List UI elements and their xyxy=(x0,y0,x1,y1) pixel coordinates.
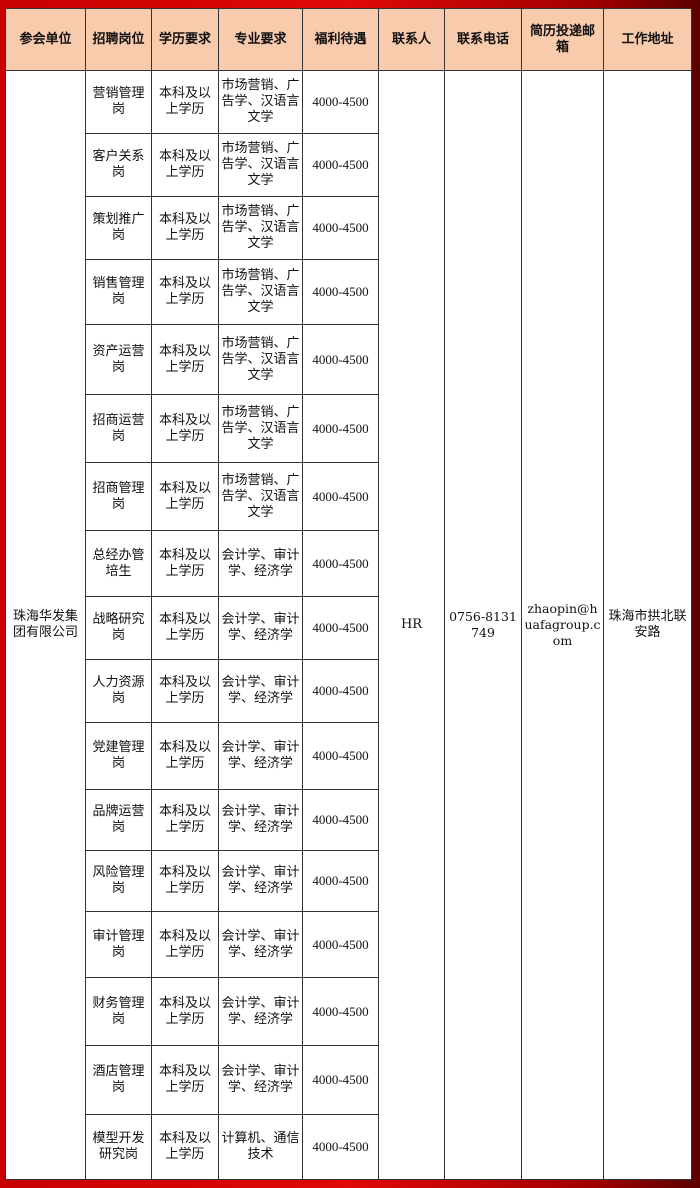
position-cell: 酒店管理岗 xyxy=(85,1045,152,1115)
major-cell: 会计学、审计学、经济学 xyxy=(218,596,303,660)
salary-cell: 4000-4500 xyxy=(302,1114,379,1180)
table-row: 招商运营岗 本科及以上学历 市场营销、广告学、汉语言文学 4000-4500 xyxy=(6,394,692,463)
salary-cell: 4000-4500 xyxy=(302,596,379,660)
table-row: 模型开发研究岗 本科及以上学历 计算机、通信技术 4000-4500 xyxy=(6,1114,692,1180)
position-cell: 模型开发研究岗 xyxy=(85,1114,152,1180)
major-cell: 会计学、审计学、经济学 xyxy=(218,1045,303,1115)
table-row: 党建管理岗 本科及以上学历 会计学、审计学、经济学 4000-4500 xyxy=(6,722,692,790)
table-row: 总经办管培生 本科及以上学历 会计学、审计学、经济学 4000-4500 xyxy=(6,530,692,597)
table-row: 资产运营岗 本科及以上学历 市场营销、广告学、汉语言文学 4000-4500 xyxy=(6,324,692,395)
education-cell: 本科及以上学历 xyxy=(151,324,219,395)
recruitment-table-container: 参会单位 招聘岗位 学历要求 专业要求 福利待遇 联系人 联系电话 简历投递邮箱… xyxy=(5,8,692,1180)
education-cell: 本科及以上学历 xyxy=(151,977,219,1046)
header-position: 招聘岗位 xyxy=(85,8,152,71)
education-cell: 本科及以上学历 xyxy=(151,1045,219,1115)
table-row: 销售管理岗 本科及以上学历 市场营销、广告学、汉语言文学 4000-4500 xyxy=(6,259,692,325)
header-address: 工作地址 xyxy=(603,8,692,71)
recruitment-table: 参会单位 招聘岗位 学历要求 专业要求 福利待遇 联系人 联系电话 简历投递邮箱… xyxy=(5,8,692,1180)
contact-cell: HR xyxy=(378,70,445,1180)
position-cell: 资产运营岗 xyxy=(85,324,152,395)
table-row: 招商管理岗 本科及以上学历 市场营销、广告学、汉语言文学 4000-4500 xyxy=(6,462,692,531)
major-cell: 市场营销、广告学、汉语言文学 xyxy=(218,133,303,197)
position-cell: 销售管理岗 xyxy=(85,259,152,325)
major-cell: 市场营销、广告学、汉语言文学 xyxy=(218,259,303,325)
header-contact: 联系人 xyxy=(378,8,445,71)
position-cell: 财务管理岗 xyxy=(85,977,152,1046)
salary-cell: 4000-4500 xyxy=(302,659,379,723)
salary-cell: 4000-4500 xyxy=(302,1045,379,1115)
education-cell: 本科及以上学历 xyxy=(151,722,219,790)
major-cell: 会计学、审计学、经济学 xyxy=(218,789,303,851)
header-row: 参会单位 招聘岗位 学历要求 专业要求 福利待遇 联系人 联系电话 简历投递邮箱… xyxy=(5,8,692,71)
position-cell: 人力资源岗 xyxy=(85,659,152,723)
position-cell: 风险管理岗 xyxy=(85,850,152,912)
major-cell: 市场营销、广告学、汉语言文学 xyxy=(218,324,303,395)
salary-cell: 4000-4500 xyxy=(302,462,379,531)
header-company: 参会单位 xyxy=(5,8,86,71)
position-cell: 品牌运营岗 xyxy=(85,789,152,851)
major-cell: 会计学、审计学、经济学 xyxy=(218,977,303,1046)
education-cell: 本科及以上学历 xyxy=(151,659,219,723)
salary-cell: 4000-4500 xyxy=(302,530,379,597)
table-row: 客户关系岗 本科及以上学历 市场营销、广告学、汉语言文学 4000-4500 xyxy=(6,133,692,197)
education-cell: 本科及以上学历 xyxy=(151,462,219,531)
salary-cell: 4000-4500 xyxy=(302,259,379,325)
salary-cell: 4000-4500 xyxy=(302,722,379,790)
major-cell: 市场营销、广告学、汉语言文学 xyxy=(218,462,303,531)
position-cell: 审计管理岗 xyxy=(85,911,152,978)
education-cell: 本科及以上学历 xyxy=(151,394,219,463)
major-cell: 市场营销、广告学、汉语言文学 xyxy=(218,196,303,260)
header-education: 学历要求 xyxy=(151,8,219,71)
header-major: 专业要求 xyxy=(218,8,303,71)
position-cell: 招商运营岗 xyxy=(85,394,152,463)
position-cell: 总经办管培生 xyxy=(85,530,152,597)
position-cell: 客户关系岗 xyxy=(85,133,152,197)
salary-cell: 4000-4500 xyxy=(302,133,379,197)
education-cell: 本科及以上学历 xyxy=(151,70,219,134)
major-cell: 会计学、审计学、经济学 xyxy=(218,911,303,978)
major-cell: 市场营销、广告学、汉语言文学 xyxy=(218,394,303,463)
salary-cell: 4000-4500 xyxy=(302,394,379,463)
company-cell: 珠海华发集团有限公司 xyxy=(5,70,86,1180)
address-cell: 珠海市拱北联安路 xyxy=(603,70,692,1180)
phone-cell: 0756-8131749 xyxy=(444,70,522,1180)
education-cell: 本科及以上学历 xyxy=(151,530,219,597)
header-phone: 联系电话 xyxy=(444,8,522,71)
header-email: 简历投递邮箱 xyxy=(521,8,604,71)
position-cell: 招商管理岗 xyxy=(85,462,152,531)
position-cell: 策划推广岗 xyxy=(85,196,152,260)
header-salary: 福利待遇 xyxy=(302,8,379,71)
email-cell: zhaopin@huafagroup.com xyxy=(521,70,604,1180)
table-row: 战略研究岗 本科及以上学历 会计学、审计学、经济学 4000-4500 xyxy=(6,596,692,660)
position-cell: 营销管理岗 xyxy=(85,70,152,134)
salary-cell: 4000-4500 xyxy=(302,789,379,851)
education-cell: 本科及以上学历 xyxy=(151,789,219,851)
major-cell: 会计学、审计学、经济学 xyxy=(218,722,303,790)
table-row: 品牌运营岗 本科及以上学历 会计学、审计学、经济学 4000-4500 xyxy=(6,789,692,851)
salary-cell: 4000-4500 xyxy=(302,977,379,1046)
salary-cell: 4000-4500 xyxy=(302,70,379,134)
salary-cell: 4000-4500 xyxy=(302,911,379,978)
education-cell: 本科及以上学历 xyxy=(151,850,219,912)
education-cell: 本科及以上学历 xyxy=(151,596,219,660)
salary-cell: 4000-4500 xyxy=(302,850,379,912)
table-row: 珠海华发集团有限公司 营销管理岗 本科及以上学历 市场营销、广告学、汉语言文学 4… xyxy=(5,70,692,1180)
education-cell: 本科及以上学历 xyxy=(151,911,219,978)
position-cell: 战略研究岗 xyxy=(85,596,152,660)
table-row: 财务管理岗 本科及以上学历 会计学、审计学、经济学 4000-4500 xyxy=(6,977,692,1046)
major-cell: 会计学、审计学、经济学 xyxy=(218,530,303,597)
salary-cell: 4000-4500 xyxy=(302,324,379,395)
table-row: 人力资源岗 本科及以上学历 会计学、审计学、经济学 4000-4500 xyxy=(6,659,692,723)
major-cell: 会计学、审计学、经济学 xyxy=(218,659,303,723)
education-cell: 本科及以上学历 xyxy=(151,259,219,325)
major-cell: 市场营销、广告学、汉语言文学 xyxy=(218,70,303,134)
major-cell: 会计学、审计学、经济学 xyxy=(218,850,303,912)
education-cell: 本科及以上学历 xyxy=(151,133,219,197)
education-cell: 本科及以上学历 xyxy=(151,1114,219,1180)
major-cell: 计算机、通信技术 xyxy=(218,1114,303,1180)
salary-cell: 4000-4500 xyxy=(302,196,379,260)
education-cell: 本科及以上学历 xyxy=(151,196,219,260)
position-cell: 党建管理岗 xyxy=(85,722,152,790)
